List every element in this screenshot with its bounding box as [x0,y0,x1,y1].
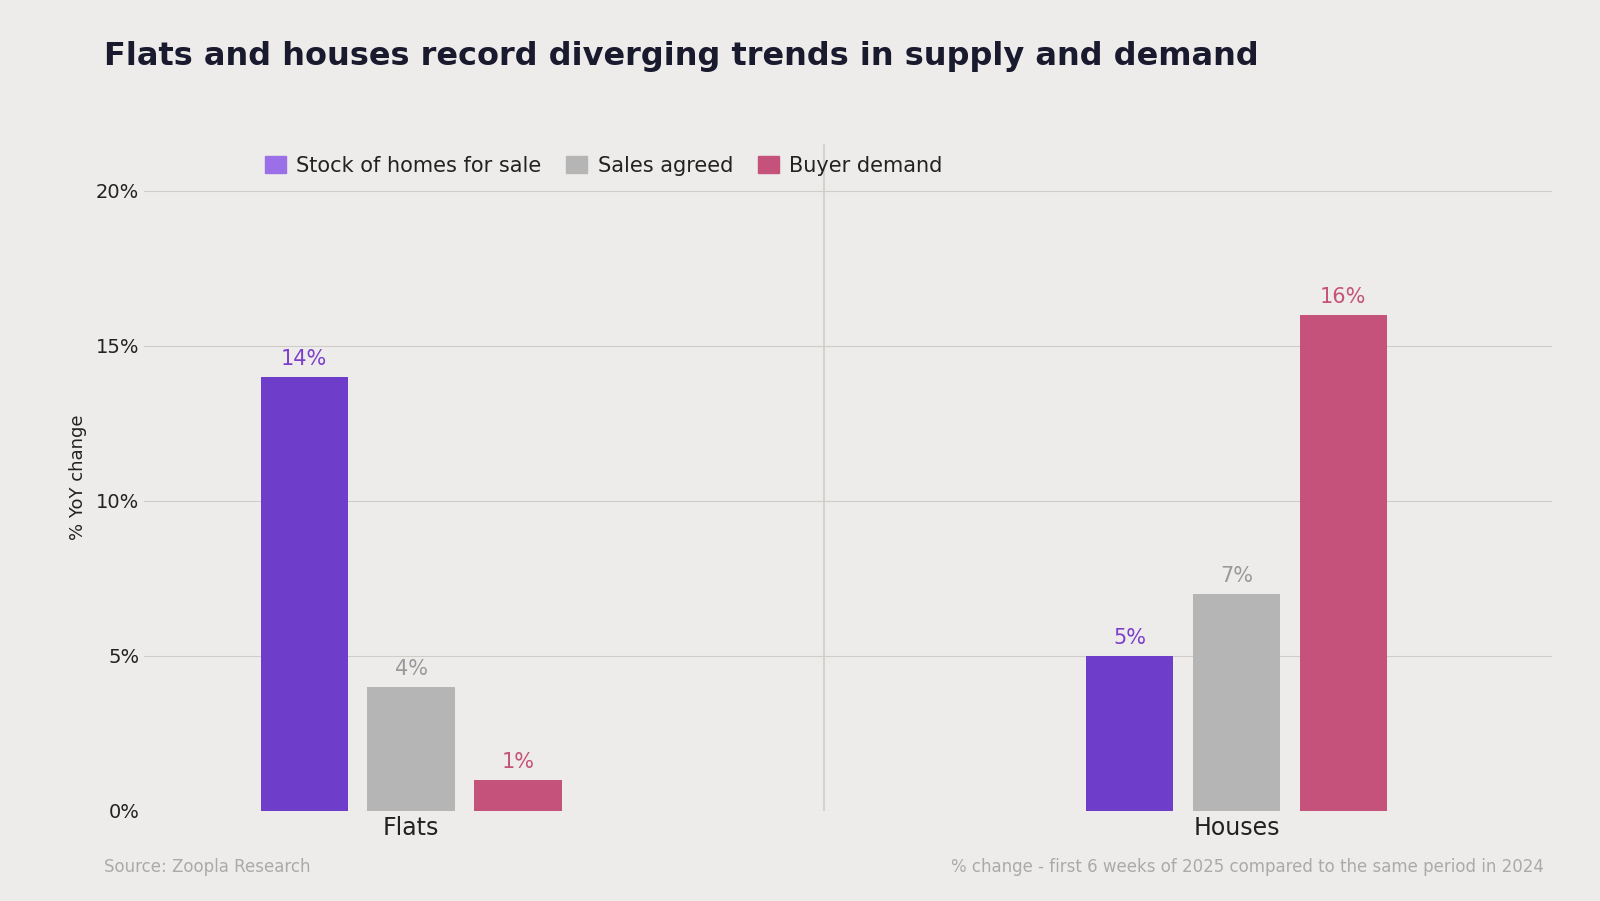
Bar [1192,594,1280,811]
Text: 7%: 7% [1219,566,1253,586]
Bar [368,687,454,811]
Text: 4%: 4% [395,660,427,679]
Bar [474,780,562,811]
Text: 14%: 14% [282,349,328,369]
Text: Flats and houses record diverging trends in supply and demand: Flats and houses record diverging trends… [104,41,1259,71]
Text: 1%: 1% [501,752,534,772]
Bar [1299,314,1387,811]
Bar [1086,656,1173,811]
Text: Source: Zoopla Research: Source: Zoopla Research [104,858,310,876]
Text: 5%: 5% [1114,628,1146,648]
Legend: Stock of homes for sale, Sales agreed, Buyer demand: Stock of homes for sale, Sales agreed, B… [256,148,950,184]
Text: 16%: 16% [1320,287,1366,307]
Text: % change - first 6 weeks of 2025 compared to the same period in 2024: % change - first 6 weeks of 2025 compare… [950,858,1544,876]
Y-axis label: % YoY change: % YoY change [69,414,88,541]
Bar [261,377,347,811]
